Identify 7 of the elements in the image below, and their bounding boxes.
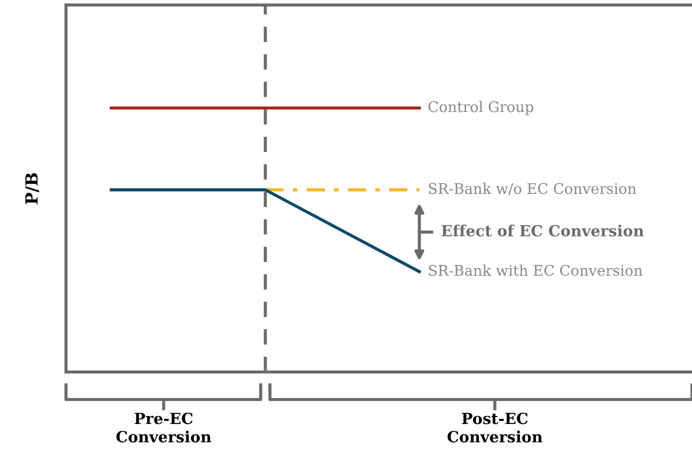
series-label: SR-Bank with EC Conversion [428, 264, 642, 276]
annotation: Effect of EC Conversion [442, 224, 644, 236]
text: Pre-EC Conversion [116, 412, 212, 442]
y-axis-title: P/B [25, 173, 40, 204]
series-label: SR-Bank w/o EC Conversion [428, 182, 636, 196]
series-label: Control Group [428, 100, 534, 116]
text: Post-EC Conversion [448, 412, 542, 442]
